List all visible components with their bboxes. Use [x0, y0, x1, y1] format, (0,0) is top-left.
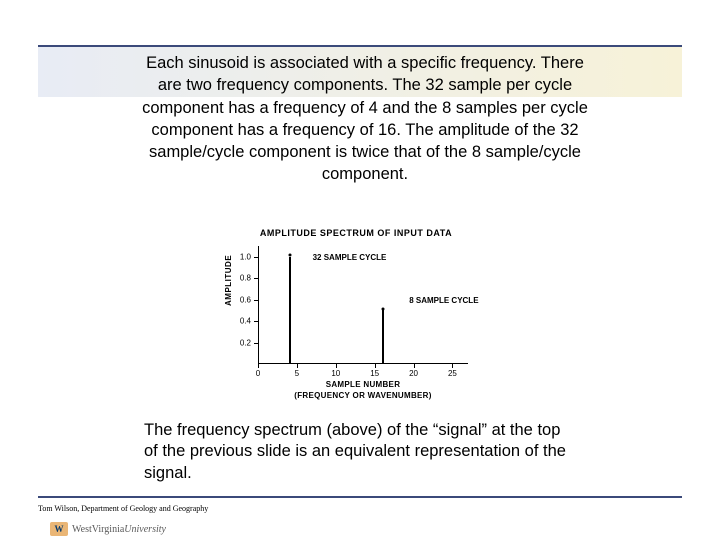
y-tick-label: 0.2 — [240, 338, 251, 347]
x-tick-label: 15 — [370, 369, 379, 378]
x-tick-label: 25 — [448, 369, 457, 378]
y-tick-label: 0.6 — [240, 295, 251, 304]
wvu-logo: W WestVirginiaUniversity — [50, 522, 166, 536]
x-tick-label: 5 — [295, 369, 299, 378]
main-paragraph: Each sinusoid is associated with a speci… — [140, 52, 590, 186]
x-tick-label: 0 — [256, 369, 260, 378]
amplitude-spectrum-chart: AMPLITUDE SPECTRUM OF INPUT DATA AMPLITU… — [216, 228, 496, 408]
footer-rule — [38, 496, 682, 498]
spectrum-peak — [288, 254, 291, 257]
x-tick — [414, 364, 415, 368]
spectrum-line — [289, 257, 291, 364]
spectrum-peak — [382, 307, 385, 310]
wvu-badge-icon: W — [50, 522, 68, 536]
chart-annotation: 8 SAMPLE CYCLE — [409, 296, 478, 305]
y-tick — [254, 278, 258, 279]
x-axis-label: SAMPLE NUMBER — [258, 380, 468, 389]
x-tick-label: 10 — [331, 369, 340, 378]
caption-paragraph: The frequency spectrum (above) of the “s… — [144, 420, 570, 484]
x-tick-label: 20 — [409, 369, 418, 378]
y-tick — [254, 257, 258, 258]
y-tick — [254, 321, 258, 322]
y-tick — [254, 300, 258, 301]
wvu-logo-text: WestVirginiaUniversity — [72, 524, 166, 535]
footer-author: Tom Wilson, Department of Geology and Ge… — [38, 504, 208, 513]
y-tick-label: 1.0 — [240, 252, 251, 261]
x-tick — [297, 364, 298, 368]
spectrum-line — [382, 310, 384, 364]
chart-annotation: 32 SAMPLE CYCLE — [313, 253, 387, 262]
y-axis-line — [258, 246, 259, 364]
y-axis-label: AMPLITUDE — [224, 255, 233, 306]
chart-title: AMPLITUDE SPECTRUM OF INPUT DATA — [216, 228, 496, 238]
x-tick — [375, 364, 376, 368]
y-tick-label: 0.4 — [240, 317, 251, 326]
x-tick — [452, 364, 453, 368]
wvu-logo-text-2: University — [124, 524, 166, 535]
y-tick — [254, 343, 258, 344]
x-tick — [258, 364, 259, 368]
y-tick-label: 0.8 — [240, 274, 251, 283]
x-tick — [336, 364, 337, 368]
wvu-logo-text-1: WestVirginia — [72, 524, 124, 535]
x-axis-sublabel: (FREQUENCY OR WAVENUMBER) — [258, 391, 468, 400]
plot-box: 0.20.40.60.81.0051015202532 SAMPLE CYCLE… — [258, 246, 468, 364]
